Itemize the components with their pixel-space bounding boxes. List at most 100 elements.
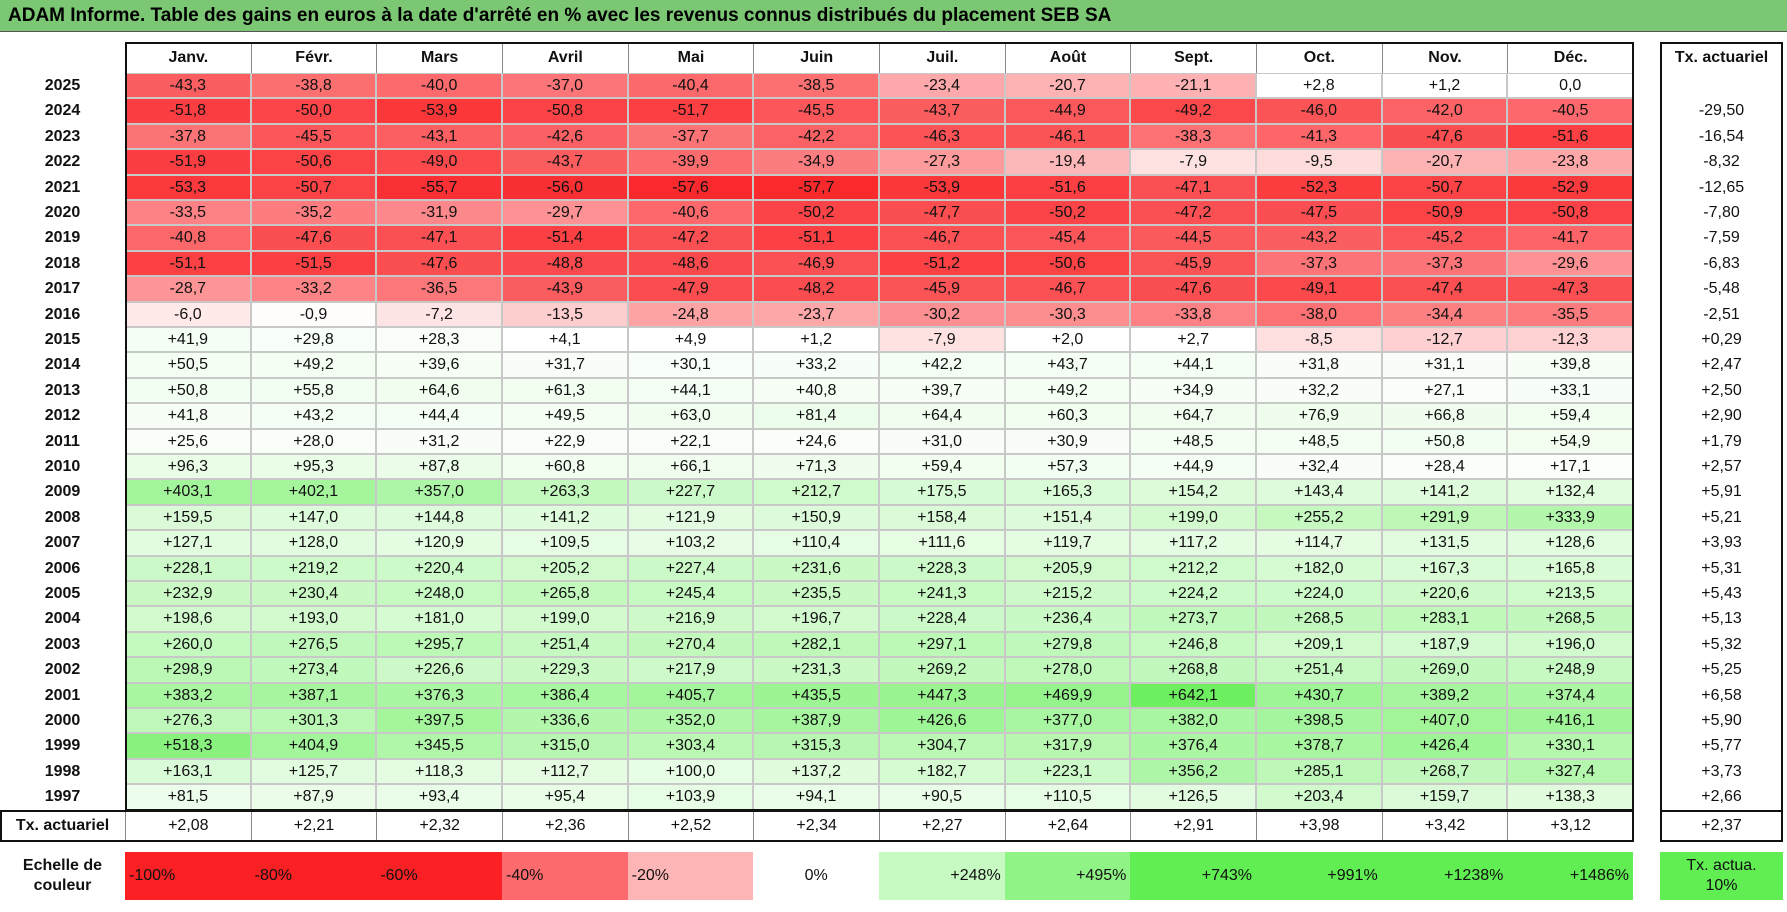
tx-cell: +5,13 (1701, 610, 1742, 628)
value-cell: +34,9 (1130, 377, 1257, 404)
value-cell: +297,1 (879, 631, 1005, 658)
footer-label: Tx. actuariel (15, 817, 110, 834)
value-cell: +269,0 (1381, 657, 1508, 683)
value-cell: +2,7 (1130, 327, 1257, 353)
value-cell: -45,5 (753, 98, 879, 124)
tx-cell: -2,51 (1703, 305, 1740, 323)
value-cell: -29,7 (502, 200, 628, 226)
month-header: Août (1004, 42, 1131, 73)
value-cell: +402,1 (250, 479, 377, 505)
value-cell: +55,8 (250, 377, 377, 404)
tx-cell: +5,43 (1701, 585, 1742, 603)
value-cell: +216,9 (627, 606, 754, 632)
value-cell: +175,5 (879, 479, 1005, 505)
value-cell: +95,3 (250, 454, 377, 480)
value-cell: +251,4 (502, 631, 628, 658)
footer-cell: +2,52 (627, 810, 754, 841)
value-cell: +282,1 (753, 631, 879, 658)
value-cell: +103,9 (627, 784, 754, 810)
value-cell: +398,5 (1256, 708, 1382, 734)
value-cell: -12,3 (1507, 327, 1634, 353)
value-cell: +426,4 (1381, 733, 1508, 759)
value-cell: +128,6 (1507, 530, 1634, 556)
title: ADAM Informe. Table des gains en euros à… (0, 0, 1787, 32)
value-cell: +39,6 (376, 352, 502, 378)
legend-step: -20% (627, 851, 754, 900)
value-cell: +387,9 (753, 708, 879, 734)
value-cell: +196,7 (753, 606, 879, 632)
value-cell: +22,9 (502, 428, 628, 454)
value-cell: +87,8 (376, 454, 502, 480)
value-cell: -21,1 (1130, 73, 1257, 99)
tx-cell: +1,79 (1701, 432, 1742, 450)
value-cell: -50,8 (1507, 200, 1634, 226)
value-cell: -47,9 (627, 276, 754, 302)
footer-cell: +3,12 (1507, 810, 1633, 841)
value-cell: +213,5 (1507, 581, 1634, 607)
value-cell: -33,5 (125, 200, 251, 226)
value-cell: +49,2 (250, 352, 377, 378)
value-cell: +226,6 (376, 657, 502, 683)
value-cell: +50,8 (1381, 428, 1508, 454)
value-cell: +273,7 (1130, 606, 1257, 632)
tx-cell: -29,50 (1698, 102, 1745, 120)
value-cell: +41,8 (125, 403, 251, 429)
value-cell: +403,1 (125, 479, 251, 505)
value-cell: +248,9 (1507, 657, 1634, 683)
value-cell: -49,1 (1256, 276, 1382, 302)
value-cell: -48,2 (753, 276, 879, 302)
value-cell: +49,5 (502, 403, 628, 429)
value-cell: +31,1 (1381, 352, 1508, 378)
value-cell: +518,3 (125, 733, 251, 759)
value-cell: -47,2 (1130, 200, 1257, 226)
legend-step: +1486% (1507, 851, 1634, 900)
year-label: 1999 (44, 737, 81, 755)
year-label: 2004 (44, 610, 81, 628)
tx-cell: -8,32 (1703, 153, 1740, 171)
value-cell: +260,0 (125, 631, 251, 658)
legend-step: -60% (376, 851, 502, 900)
value-cell: +112,7 (502, 758, 628, 785)
value-cell: +28,4 (1381, 454, 1508, 480)
legend-step: +991% (1256, 851, 1382, 900)
value-cell: +121,9 (627, 504, 754, 531)
value-cell: -41,7 (1507, 225, 1634, 251)
legend-label: Echelle de couleur (22, 857, 103, 894)
value-cell: +232,9 (125, 581, 251, 607)
value-cell: +59,4 (1507, 403, 1634, 429)
value-cell: +42,2 (879, 352, 1005, 378)
value-cell: +114,7 (1256, 530, 1382, 556)
value-cell: +143,4 (1256, 479, 1382, 505)
value-cell: +163,1 (125, 758, 251, 785)
value-cell: -50,6 (1004, 250, 1131, 277)
value-cell: -43,9 (502, 276, 628, 302)
value-cell: -34,4 (1381, 301, 1508, 327)
value-cell: +231,3 (753, 657, 879, 683)
value-cell: +63,0 (627, 403, 754, 429)
value-cell: -33,2 (250, 276, 377, 302)
month-header: Juin (753, 42, 879, 73)
year-label: 1998 (44, 762, 81, 780)
value-cell: -45,9 (879, 276, 1005, 302)
value-cell: +27,1 (1381, 377, 1508, 404)
value-cell: +203,4 (1256, 784, 1382, 810)
value-cell: +241,3 (879, 581, 1005, 607)
value-cell: -13,5 (502, 301, 628, 327)
value-cell: -38,3 (1130, 123, 1257, 150)
tx-cell: -5,48 (1703, 280, 1740, 298)
year-label: 1997 (44, 788, 81, 806)
value-cell: +57,3 (1004, 454, 1131, 480)
value-cell: -46,7 (879, 225, 1005, 251)
value-cell: -53,3 (125, 174, 251, 200)
value-cell: +158,4 (879, 504, 1005, 531)
value-cell: +119,7 (1004, 530, 1131, 556)
footer-cell: +2,27 (879, 810, 1005, 841)
value-cell: +301,3 (250, 708, 377, 734)
tx-header: Tx. actuariel (1674, 48, 1769, 66)
value-cell: +31,2 (376, 428, 502, 454)
year-label: 2020 (44, 204, 81, 222)
value-cell: +231,6 (753, 555, 879, 581)
value-cell: -47,6 (1381, 123, 1508, 150)
value-cell: +60,3 (1004, 403, 1131, 429)
value-cell: -20,7 (1381, 149, 1508, 175)
